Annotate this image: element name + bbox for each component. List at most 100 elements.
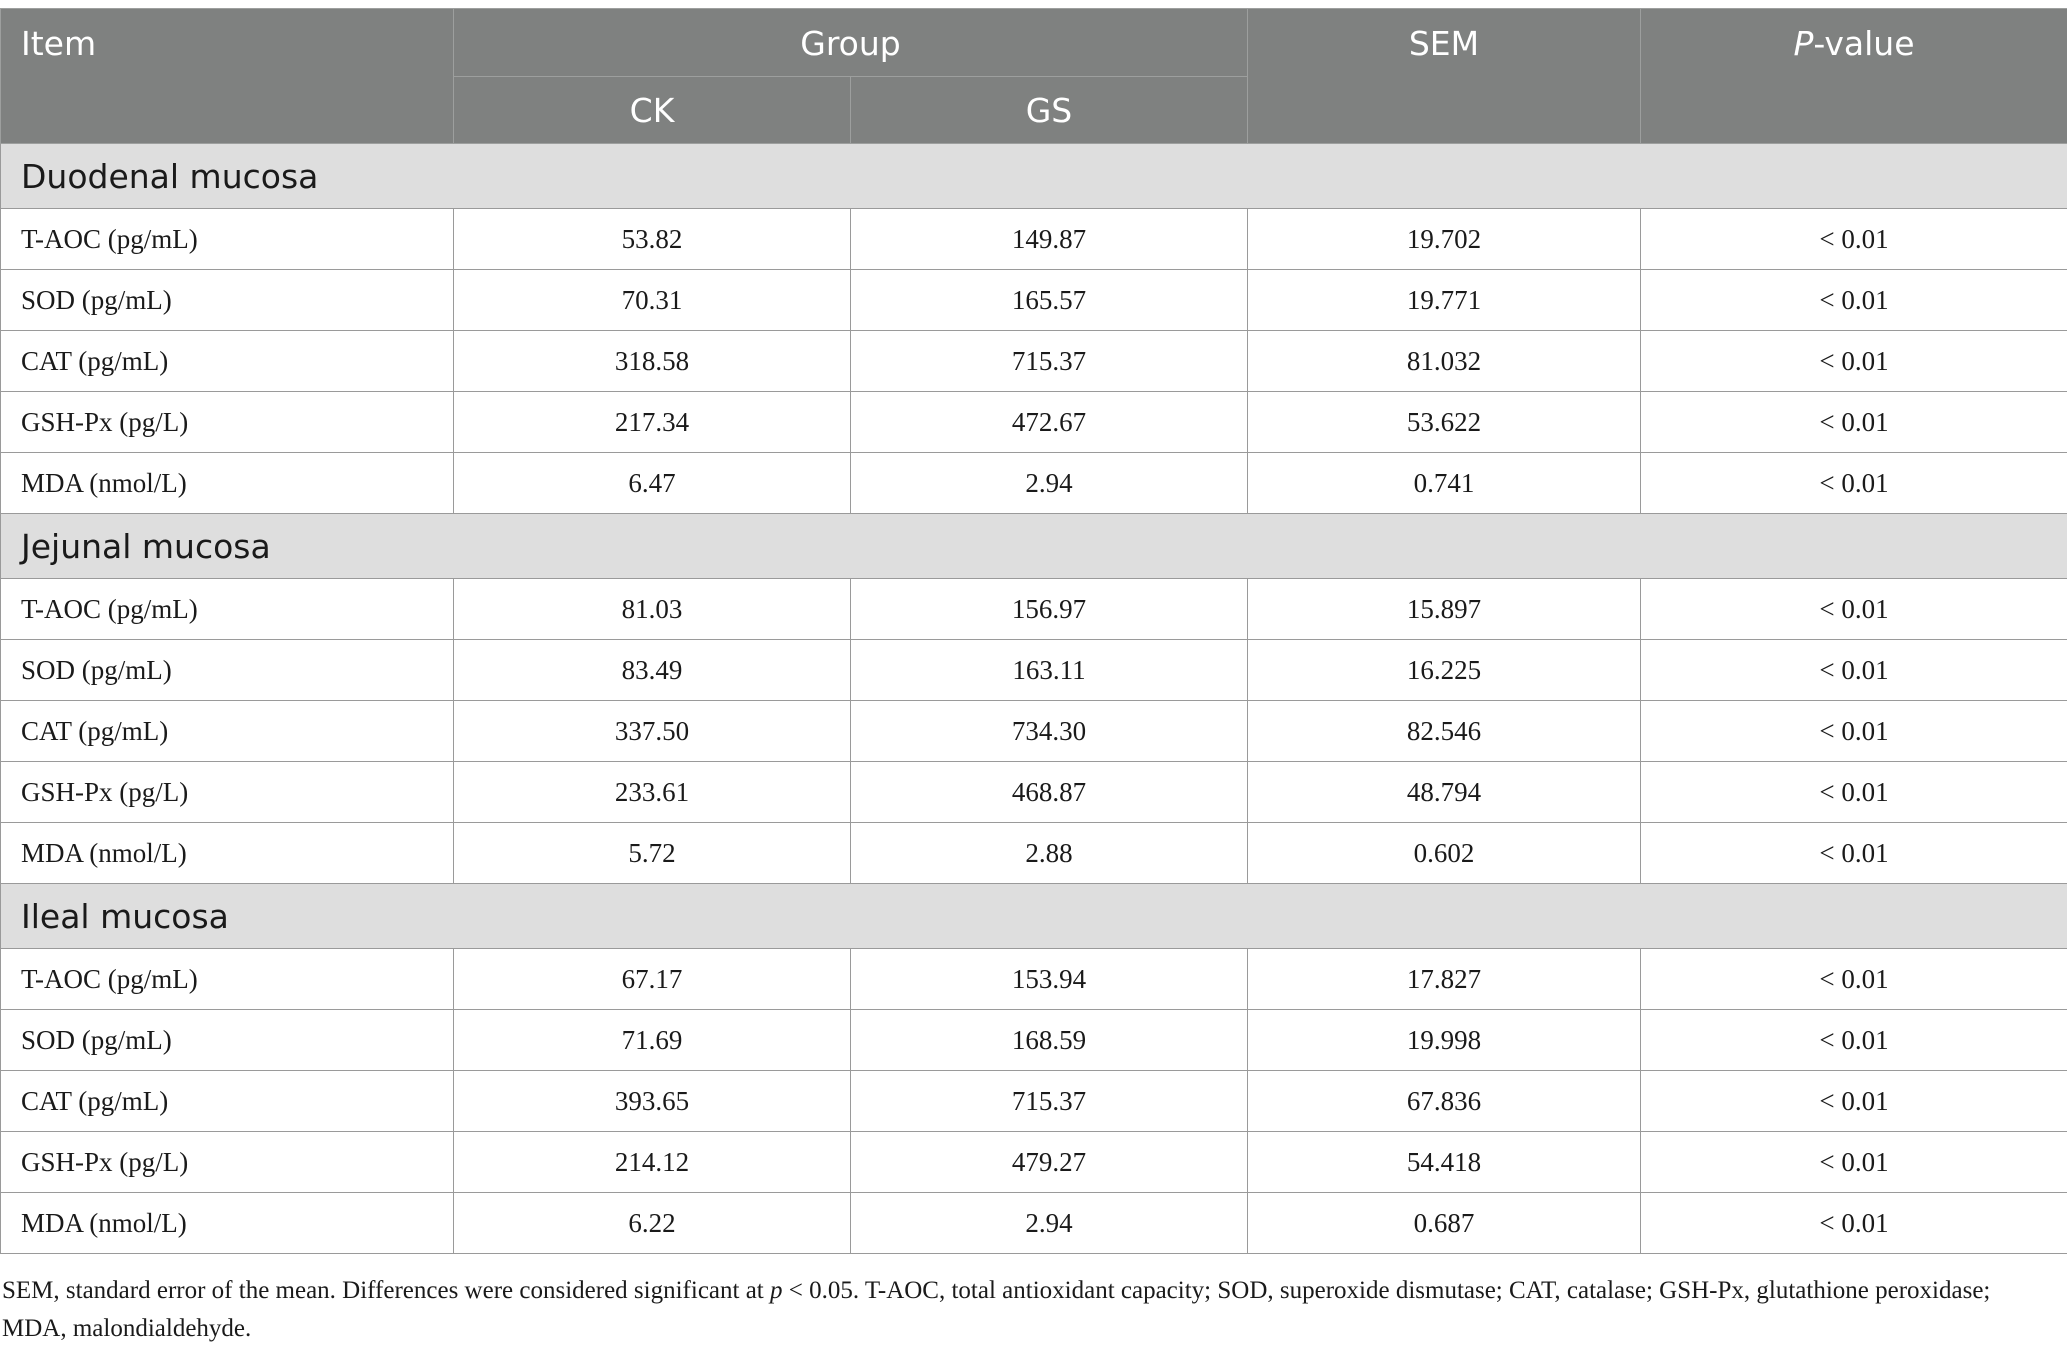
cell-p-value: < 0.01	[1640, 208, 2067, 270]
table-row: MDA (nmol/L) 5.72 2.88 0.602 < 0.01	[0, 822, 2067, 884]
cell-p-value: < 0.01	[1640, 700, 2067, 762]
cell-ck: 5.72	[453, 822, 851, 884]
table-row: T-AOC (pg/mL) 81.03 156.97 15.897 < 0.01	[0, 578, 2067, 640]
cell-gs: 153.94	[850, 948, 1248, 1010]
cell-ck: 6.47	[453, 452, 851, 514]
table-row: MDA (nmol/L) 6.47 2.94 0.741 < 0.01	[0, 452, 2067, 514]
cell-gs: 479.27	[850, 1131, 1248, 1193]
cell-item: SOD (pg/mL)	[0, 639, 454, 701]
section-row: Jejunal mucosa	[0, 513, 2067, 579]
table-row: SOD (pg/mL) 83.49 163.11 16.225 < 0.01	[0, 639, 2067, 701]
table-row: SOD (pg/mL) 70.31 165.57 19.771 < 0.01	[0, 269, 2067, 331]
table-row: CAT (pg/mL) 318.58 715.37 81.032 < 0.01	[0, 330, 2067, 392]
table-row: T-AOC (pg/mL) 53.82 149.87 19.702 < 0.01	[0, 208, 2067, 270]
section-row: Duodenal mucosa	[0, 143, 2067, 209]
table-row: GSH-Px (pg/L) 233.61 468.87 48.794 < 0.01	[0, 761, 2067, 823]
section-title: Ileal mucosa	[0, 883, 2067, 949]
cell-p-value: < 0.01	[1640, 452, 2067, 514]
footnote-text-2: < 0.05. T-AOC, total antioxidant capacit…	[2, 1277, 1991, 1342]
cell-item: CAT (pg/mL)	[0, 330, 454, 392]
cell-sem: 48.794	[1247, 761, 1641, 823]
table-row: CAT (pg/mL) 337.50 734.30 82.546 < 0.01	[0, 700, 2067, 762]
cell-item: T-AOC (pg/mL)	[0, 578, 454, 640]
cell-gs: 715.37	[850, 330, 1248, 392]
cell-ck: 214.12	[453, 1131, 851, 1193]
results-table: Item Group SEM P-value CK GS Duodenal mu…	[0, 8, 2067, 1254]
table-row: T-AOC (pg/mL) 67.17 153.94 17.827 < 0.01	[0, 948, 2067, 1010]
cell-ck: 217.34	[453, 391, 851, 453]
cell-p-value: < 0.01	[1640, 330, 2067, 392]
section-title: Duodenal mucosa	[0, 143, 2067, 209]
cell-ck: 233.61	[453, 761, 851, 823]
cell-item: GSH-Px (pg/L)	[0, 1131, 454, 1193]
cell-p-value: < 0.01	[1640, 761, 2067, 823]
cell-item: T-AOC (pg/mL)	[0, 948, 454, 1010]
table-row: GSH-Px (pg/L) 214.12 479.27 54.418 < 0.01	[0, 1131, 2067, 1193]
cell-p-value: < 0.01	[1640, 391, 2067, 453]
cell-p-value: < 0.01	[1640, 639, 2067, 701]
cell-gs: 165.57	[850, 269, 1248, 331]
cell-ck: 81.03	[453, 578, 851, 640]
cell-ck: 70.31	[453, 269, 851, 331]
cell-sem: 54.418	[1247, 1131, 1641, 1193]
header-item: Item	[0, 8, 454, 144]
cell-gs: 2.94	[850, 452, 1248, 514]
cell-item: GSH-Px (pg/L)	[0, 761, 454, 823]
cell-sem: 19.998	[1247, 1009, 1641, 1071]
cell-item: CAT (pg/mL)	[0, 700, 454, 762]
cell-sem: 19.702	[1247, 208, 1641, 270]
table-row: CAT (pg/mL) 393.65 715.37 67.836 < 0.01	[0, 1070, 2067, 1132]
table-header: Item Group SEM P-value CK GS	[0, 8, 2067, 144]
header-gs: GS	[850, 76, 1248, 144]
cell-item: CAT (pg/mL)	[0, 1070, 454, 1132]
cell-gs: 715.37	[850, 1070, 1248, 1132]
header-p-rest: -value	[1813, 24, 1915, 63]
cell-gs: 149.87	[850, 208, 1248, 270]
table-row: GSH-Px (pg/L) 217.34 472.67 53.622 < 0.01	[0, 391, 2067, 453]
cell-gs: 2.88	[850, 822, 1248, 884]
cell-p-value: < 0.01	[1640, 948, 2067, 1010]
cell-item: MDA (nmol/L)	[0, 452, 454, 514]
cell-p-value: < 0.01	[1640, 822, 2067, 884]
cell-gs: 472.67	[850, 391, 1248, 453]
cell-gs: 734.30	[850, 700, 1248, 762]
cell-ck: 53.82	[453, 208, 851, 270]
cell-ck: 71.69	[453, 1009, 851, 1071]
cell-item: MDA (nmol/L)	[0, 1192, 454, 1254]
cell-sem: 0.602	[1247, 822, 1641, 884]
header-group: Group	[453, 8, 1248, 77]
cell-gs: 163.11	[850, 639, 1248, 701]
table-row: SOD (pg/mL) 71.69 168.59 19.998 < 0.01	[0, 1009, 2067, 1071]
table-row: MDA (nmol/L) 6.22 2.94 0.687 < 0.01	[0, 1192, 2067, 1254]
cell-gs: 156.97	[850, 578, 1248, 640]
table-footnote: SEM, standard error of the mean. Differe…	[2, 1272, 2052, 1348]
cell-ck: 67.17	[453, 948, 851, 1010]
header-p-italic: P	[1793, 24, 1814, 63]
footnote-p-italic: p	[770, 1277, 783, 1304]
cell-gs: 2.94	[850, 1192, 1248, 1254]
cell-p-value: < 0.01	[1640, 1009, 2067, 1071]
cell-sem: 0.741	[1247, 452, 1641, 514]
cell-ck: 83.49	[453, 639, 851, 701]
cell-sem: 53.622	[1247, 391, 1641, 453]
cell-item: MDA (nmol/L)	[0, 822, 454, 884]
cell-p-value: < 0.01	[1640, 1070, 2067, 1132]
cell-sem: 15.897	[1247, 578, 1641, 640]
cell-item: T-AOC (pg/mL)	[0, 208, 454, 270]
cell-sem: 0.687	[1247, 1192, 1641, 1254]
header-sem: SEM	[1247, 8, 1641, 144]
footnote-text-1: SEM, standard error of the mean. Differe…	[2, 1277, 770, 1304]
cell-item: SOD (pg/mL)	[0, 1009, 454, 1071]
cell-p-value: < 0.01	[1640, 1192, 2067, 1254]
header-row-2: CK GS	[1, 76, 2067, 144]
header-row-1: Item Group SEM P-value	[0, 8, 2067, 144]
section-title: Jejunal mucosa	[0, 513, 2067, 579]
cell-sem: 17.827	[1247, 948, 1641, 1010]
table-body: Duodenal mucosa T-AOC (pg/mL) 53.82 149.87 1…	[0, 143, 2067, 1254]
cell-ck: 318.58	[453, 330, 851, 392]
header-p-value: P-value	[1640, 8, 2067, 144]
cell-item: SOD (pg/mL)	[0, 269, 454, 331]
cell-ck: 6.22	[453, 1192, 851, 1254]
cell-ck: 337.50	[453, 700, 851, 762]
cell-sem: 82.546	[1247, 700, 1641, 762]
